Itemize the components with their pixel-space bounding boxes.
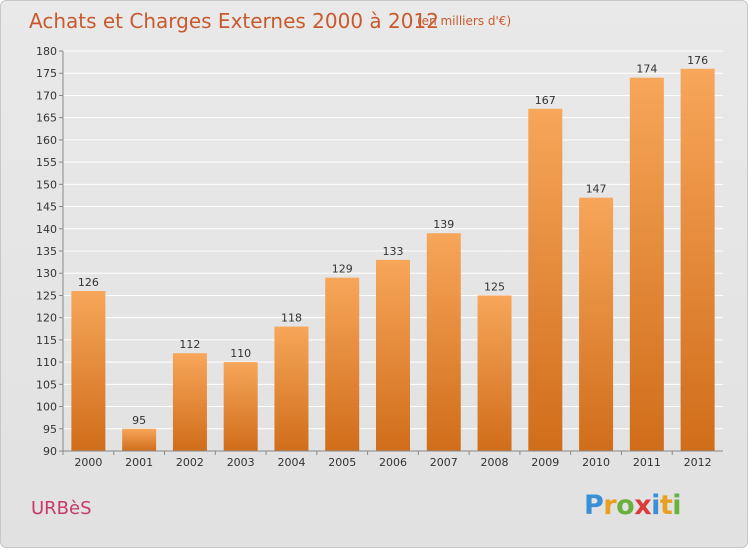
x-tick-label-2007: 2007 [430,456,458,469]
logo-letter: x [634,490,652,521]
y-tick-label: 95 [43,423,57,436]
y-tick-label: 105 [36,378,57,391]
bars: 126 95 112 110 118 129 133 139 125 167 147 174 176 [71,54,715,452]
commune-name: URBèS [31,498,92,519]
x-tick-label-2008: 2008 [481,456,509,469]
bar-2012 [680,68,715,452]
chart-unit-note: (en milliers d'€) [417,14,512,28]
bar-2007 [426,233,461,451]
data-label-2012: 176 [687,54,708,67]
logo-letter: o [616,490,635,521]
bar-2006 [376,259,410,451]
x-tick-label-2000: 2000 [74,456,102,469]
x-tick-label-2005: 2005 [328,456,356,469]
logo-letter: i [672,490,682,521]
bar-2003 [223,362,258,451]
y-tick-label: 145 [36,201,57,214]
proxiti-logo: Proxiti [584,490,682,521]
logo-letter: t [659,490,673,521]
bar-2009 [528,108,563,452]
bar-2004 [274,326,309,451]
y-tick-label: 110 [36,356,57,369]
y-axis: 90 95 100 105 110 115 120 125 130 135 140 145 150 155… [36,45,64,458]
data-label-2009: 167 [535,94,556,107]
data-label-2003: 110 [230,347,251,360]
x-axis: 2000 2001 2002 2003 2004 2005 2006 2007 2008 2009… [62,450,723,469]
data-label-2007: 139 [433,218,454,231]
y-tick-label: 155 [36,156,57,169]
bar-2011 [629,77,664,452]
data-label-2001: 95 [132,414,146,427]
y-tick-label: 175 [36,67,57,80]
chart-title: Achats et Charges Externes 2000 à 2012 [29,9,439,33]
data-label-2005: 129 [332,263,353,276]
y-tick-label: 120 [36,312,57,325]
bar-2000 [71,291,106,451]
x-tick-label-2006: 2006 [379,456,407,469]
y-tick-label: 180 [36,45,57,58]
y-tick-label: 130 [36,267,57,280]
data-label-2002: 112 [179,338,200,351]
y-tick-label: 160 [36,134,57,147]
y-tick-label: 150 [36,178,57,191]
y-tick-label: 135 [36,245,57,258]
bar-2005 [325,277,360,451]
x-tick-label-2012: 2012 [684,456,712,469]
logo-letter: r [603,490,617,521]
y-tick-label: 165 [36,112,57,125]
bar-2002 [172,353,207,451]
data-label-2011: 174 [636,63,657,76]
y-tick-label: 140 [36,223,57,236]
logo-letter: P [584,490,604,521]
x-tick-label-2010: 2010 [582,456,610,469]
x-tick-label-2002: 2002 [176,456,204,469]
y-tick-label: 125 [36,289,57,302]
y-tick-label: 115 [36,334,57,347]
bar-2008 [477,295,512,451]
x-tick-label-2009: 2009 [531,456,559,469]
x-tick-label-2001: 2001 [125,456,153,469]
x-tick-label-2003: 2003 [227,456,255,469]
x-tick-label-2004: 2004 [277,456,305,469]
y-tick-label: 90 [43,445,57,458]
x-tick-label-2011: 2011 [633,456,661,469]
y-tick-label: 100 [36,401,57,414]
data-label-2010: 147 [586,183,607,196]
bar-2001 [122,428,157,451]
data-label-2008: 125 [484,280,505,293]
bar-2010 [579,197,614,451]
y-tick-label: 170 [36,89,57,102]
data-label-2004: 118 [281,312,302,325]
data-label-2006: 133 [383,245,404,258]
data-label-2000: 126 [78,276,99,289]
logo-letter: i [651,490,660,521]
